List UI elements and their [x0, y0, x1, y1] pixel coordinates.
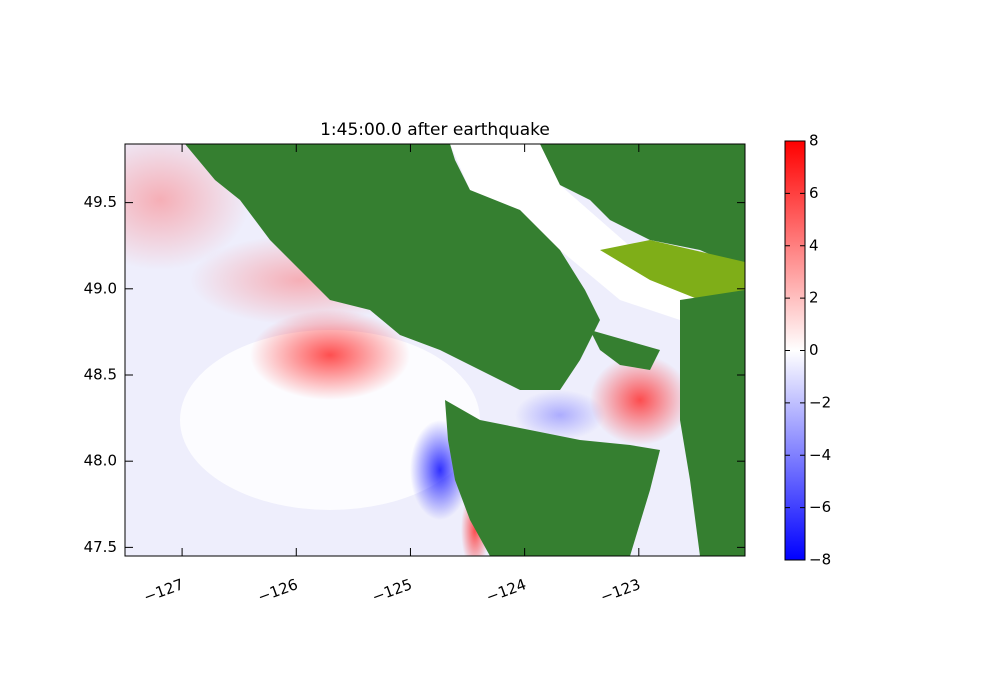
land — [540, 144, 745, 270]
map-field — [125, 144, 745, 556]
land — [185, 144, 600, 390]
colorbar-tick-label: 4 — [809, 236, 819, 254]
x-tick-label: −125 — [370, 575, 415, 606]
x-tick-label: −124 — [484, 575, 529, 606]
y-tick-label: 49.0 — [84, 279, 117, 297]
colorbar-tick-label: 8 — [809, 132, 819, 150]
x-tick-label: −126 — [255, 575, 300, 606]
chart-title: 1:45:00.0 after earthquake — [320, 120, 550, 140]
colorbar-tick-label: −4 — [809, 446, 831, 464]
y-tick-label: 47.5 — [84, 538, 117, 556]
colorbar-tick-label: −8 — [809, 551, 831, 569]
axes-frame — [124, 143, 746, 557]
land — [445, 400, 660, 556]
land — [600, 240, 745, 300]
land — [680, 290, 745, 556]
x-tick-label: −123 — [598, 575, 643, 606]
colorbar-tick-label: −2 — [809, 393, 831, 411]
colorbar-tick-label: −6 — [809, 498, 831, 516]
colorbar-tick-label: 2 — [809, 289, 819, 307]
y-tick-label: 48.0 — [84, 452, 117, 470]
y-tick-label: 48.5 — [84, 365, 117, 383]
land — [590, 330, 660, 370]
colorbar-tick-label: 0 — [809, 341, 819, 359]
y-tick-label: 49.5 — [84, 193, 117, 211]
x-tick-label: −127 — [141, 575, 186, 606]
colorbar-tick-label: 6 — [809, 184, 819, 202]
